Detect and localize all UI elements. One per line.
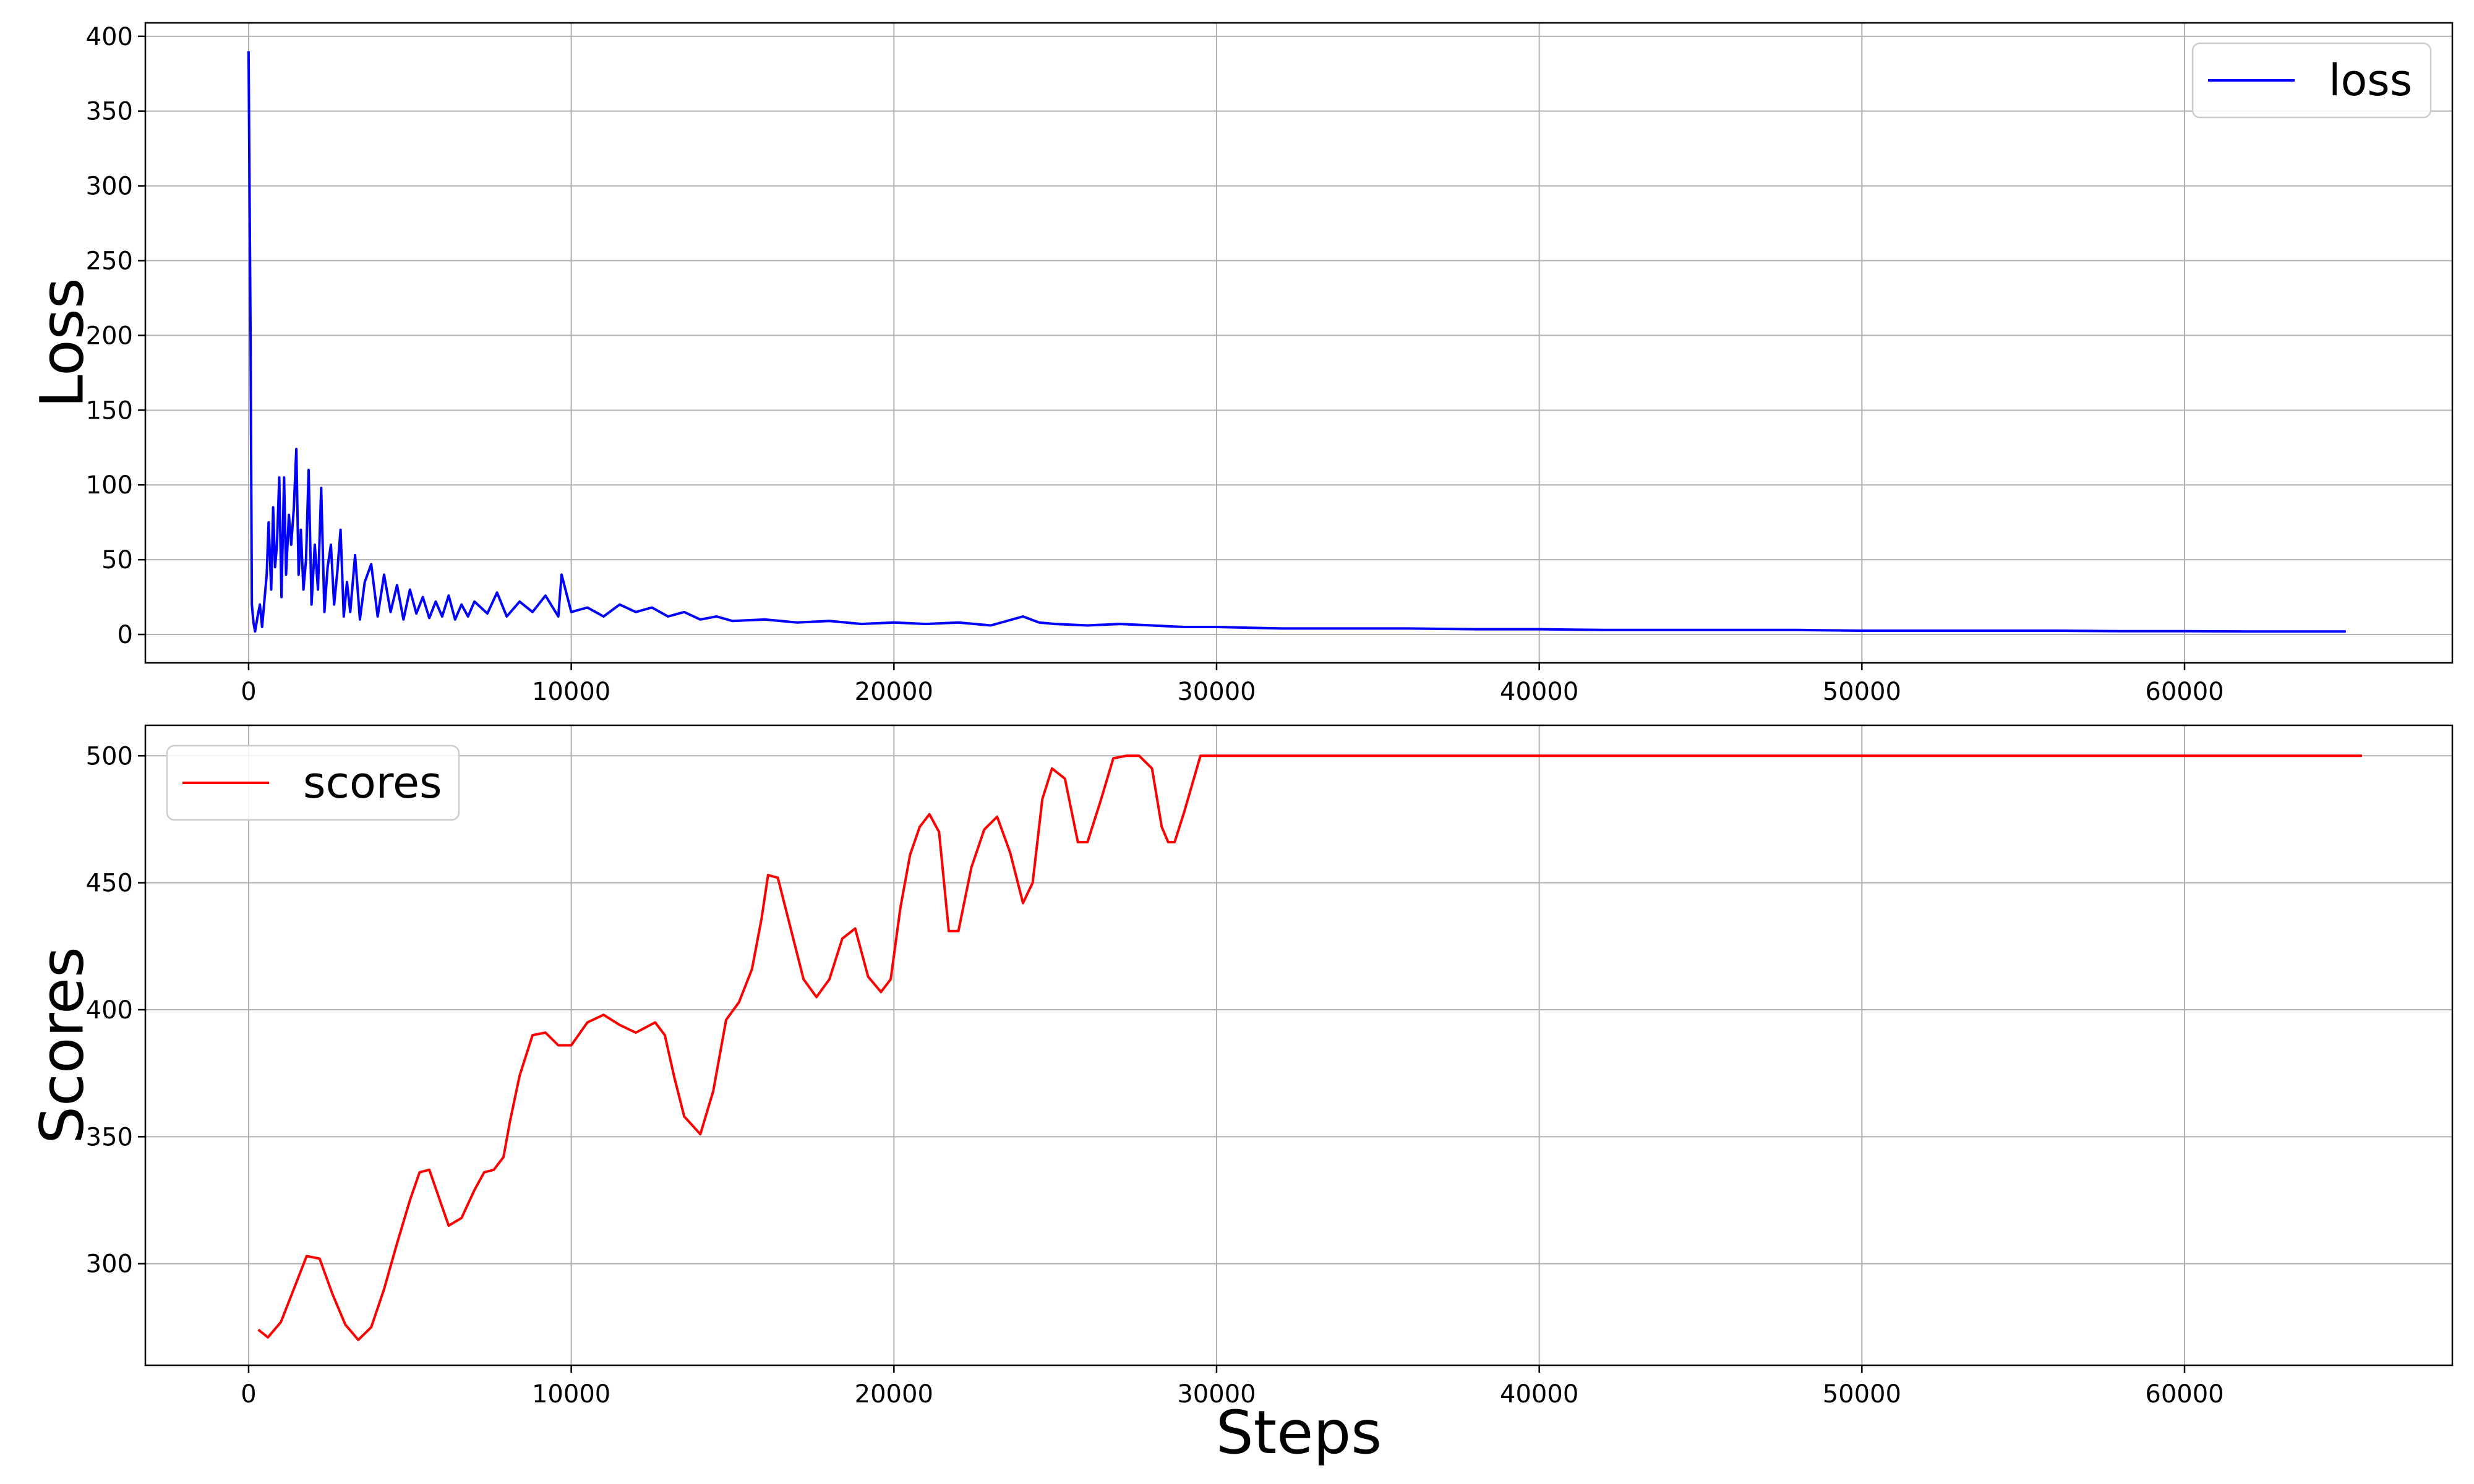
scores-x-ticks: 0 10000 20000 30000 40000 50000 60000 [241, 1365, 2224, 1409]
loss-y-tick-label: 0 [118, 621, 133, 649]
scores-x-tick-label: 20000 [855, 1380, 933, 1409]
loss-x-tick-label: 50000 [1823, 678, 1901, 706]
scores-y-tick-label: 300 [86, 1250, 133, 1279]
loss-y-axis-label: Loss [28, 278, 97, 408]
scores-series-group [257, 754, 2362, 1341]
scores-series-line [257, 754, 2362, 1341]
loss-series-line [247, 51, 2346, 633]
loss-grid [145, 23, 2452, 663]
loss-series-group [247, 51, 2346, 633]
loss-y-tick-label: 200 [86, 322, 133, 350]
scores-x-tick-label: 30000 [1177, 1380, 1256, 1409]
loss-y-tick-label: 150 [86, 396, 133, 425]
scores-legend-label: scores [303, 757, 442, 808]
scores-x-tick-label: 40000 [1500, 1380, 1578, 1409]
loss-x-ticks: 0 10000 20000 30000 40000 50000 60000 [241, 663, 2224, 706]
loss-panel: 0 10000 20000 30000 40000 50000 60000 0 50 100 15… [28, 22, 2454, 706]
scores-x-tick-label: 0 [241, 1380, 256, 1409]
loss-y-tick-label: 250 [86, 247, 133, 275]
scores-x-tick-label: 10000 [532, 1380, 610, 1409]
scores-y-tick-label: 350 [86, 1123, 133, 1151]
scores-y-tick-label: 500 [86, 742, 133, 770]
loss-x-tick-label: 0 [241, 678, 256, 706]
loss-x-tick-label: 10000 [532, 678, 610, 706]
loss-y-tick-label: 350 [86, 98, 133, 126]
loss-y-tick-label: 50 [101, 546, 133, 574]
scores-x-tick-label: 60000 [2145, 1380, 2224, 1409]
loss-legend-label: loss [2329, 55, 2412, 106]
scores-y-tick-label: 450 [86, 869, 133, 898]
loss-y-tick-label: 300 [86, 173, 133, 201]
scores-y-axis-label: Scores [28, 947, 97, 1144]
scores-legend-box [166, 744, 460, 821]
loss-x-tick-label: 30000 [1177, 678, 1256, 706]
steps-x-axis-label: Steps [1216, 1398, 1382, 1467]
scores-panel: 0 10000 20000 30000 40000 50000 60000 300 350 40… [28, 724, 2454, 1467]
scores-x-tick-label: 50000 [1823, 1380, 1901, 1409]
loss-x-tick-label: 20000 [855, 678, 933, 706]
scores-y-ticks: 300 350 400 450 500 [86, 742, 145, 1279]
loss-legend: loss [2191, 42, 2432, 119]
scores-axes-frame [144, 724, 2454, 1367]
scores-y-tick-label: 400 [86, 996, 133, 1025]
loss-y-tick-label: 100 [86, 471, 133, 500]
loss-axes-frame [144, 22, 2454, 664]
scores-legend: scores [166, 744, 460, 821]
loss-legend-box [2191, 42, 2432, 119]
loss-y-ticks: 0 50 100 150 200 250 300 350 400 [86, 23, 145, 649]
loss-y-tick-label: 400 [86, 23, 133, 51]
loss-x-tick-label: 40000 [1500, 678, 1578, 706]
loss-x-tick-label: 60000 [2145, 678, 2224, 706]
